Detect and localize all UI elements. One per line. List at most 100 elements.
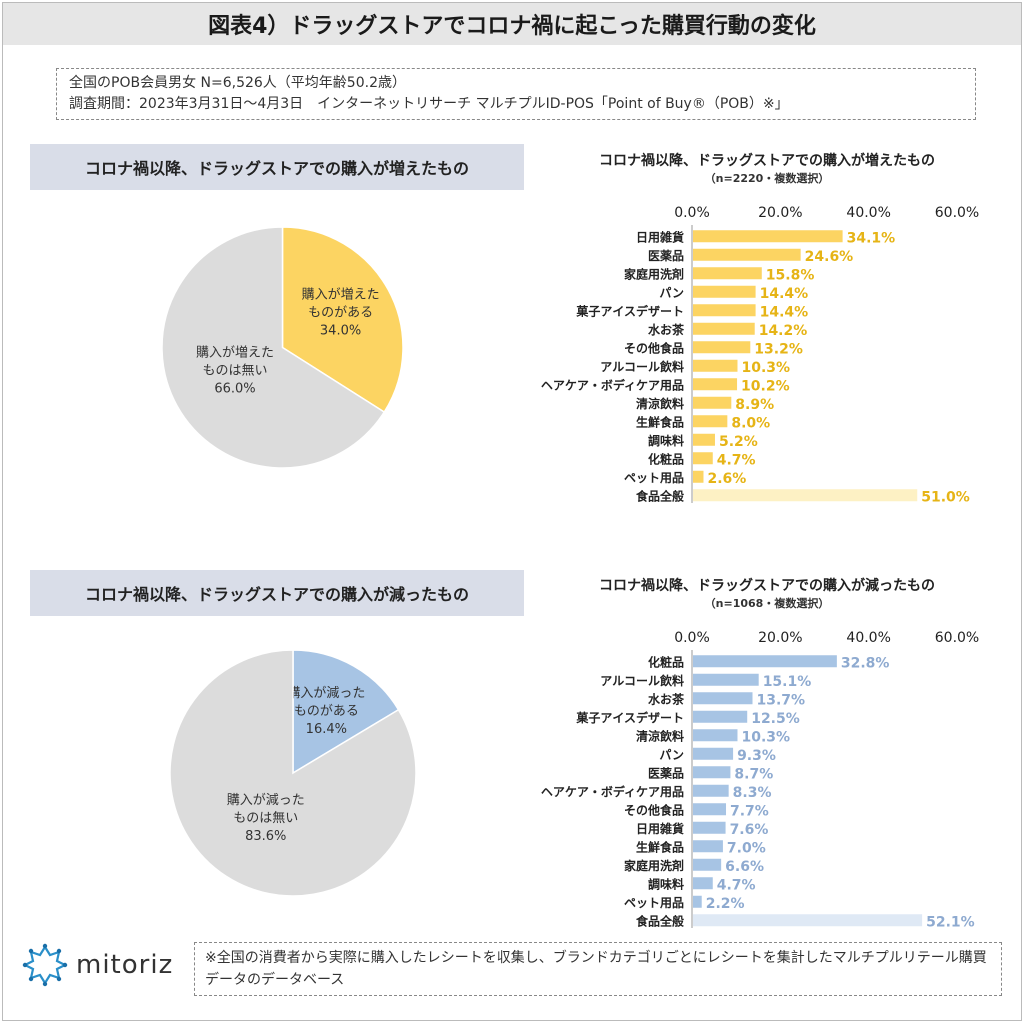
dec-category-label-10: 生鮮食品 — [636, 839, 684, 854]
inc-tick-label-0: 0.0% — [674, 205, 710, 221]
inc-bar-8 — [693, 378, 738, 391]
dec-value-label-14: 52.1% — [926, 914, 975, 930]
inc-pie-value-label-0: 34.0% — [320, 324, 361, 339]
dec-value-label-11: 6.6% — [725, 859, 764, 875]
dec-value-label-13: 2.2% — [706, 896, 745, 912]
inc-value-label-14: 51.0% — [921, 489, 970, 505]
inc-tick-label-1: 20.0% — [758, 205, 802, 221]
survey-info-box: 全国のPOB会員男女 N=6,526人（平均年齢50.2歳） 調査期間：2023… — [56, 68, 976, 120]
inc-category-label-10: 生鮮食品 — [636, 414, 684, 429]
inc-category-label-5: 水お茶 — [648, 322, 685, 337]
dec-bar-8 — [693, 803, 727, 816]
section-title-increased: コロナ禍以降、ドラッグストアでの購入が増えたもの — [30, 144, 524, 190]
inc-value-label-0: 34.1% — [847, 230, 896, 246]
dec-tick-label-0: 0.0% — [674, 630, 710, 646]
inc-category-label-2: 家庭用洗剤 — [624, 266, 684, 281]
inc-category-label-0: 日用雑貨 — [636, 229, 684, 244]
inc-bar-4 — [693, 304, 756, 317]
dec-category-label-14: 食品全般 — [635, 913, 684, 928]
inc-bar-5 — [693, 322, 755, 335]
dec-category-label-12: 調味料 — [648, 876, 684, 891]
section-title-decreased: コロナ禍以降、ドラッグストアでの購入が減ったもの — [30, 570, 524, 616]
dec-bar-1 — [693, 673, 759, 686]
dec-bar-9 — [693, 821, 726, 834]
inc-category-label-1: 医薬品 — [648, 248, 684, 263]
dec-pie-value-label-1: 83.6% — [245, 829, 286, 844]
bar-chart-increased: コロナ禍以降、ドラッグストアでの購入が増えたもの （n=2220・複数選択） 0.0… — [541, 152, 979, 505]
inc-bar-subtitle: （n=2220・複数選択） — [705, 171, 830, 185]
inc-value-label-3: 14.4% — [760, 286, 809, 302]
dec-category-label-3: 菓子アイスデザート — [575, 710, 684, 725]
dec-pie-label-line2-1: ものは無い — [233, 811, 298, 826]
inc-value-label-6: 13.2% — [754, 341, 803, 357]
inc-tick-label-2: 40.0% — [846, 205, 890, 221]
dec-pie-value-label-0: 16.4% — [306, 722, 347, 737]
dec-category-label-11: 家庭用洗剤 — [624, 858, 684, 873]
dec-value-label-4: 10.3% — [741, 729, 790, 745]
inc-bar-13 — [693, 470, 704, 483]
survey-info-line-1: 全国のPOB会員男女 N=6,526人（平均年齢50.2歳） — [69, 75, 406, 91]
inc-bar-11 — [693, 433, 715, 446]
inc-category-label-6: その他食品 — [624, 340, 684, 355]
dec-bar-7 — [693, 784, 729, 797]
dec-category-label-1: アルコール飲料 — [600, 673, 684, 688]
dec-category-label-8: その他食品 — [624, 802, 684, 817]
inc-bar-7 — [693, 359, 738, 372]
dec-bar-12 — [693, 877, 713, 890]
dec-category-label-4: 清涼飲料 — [636, 728, 684, 743]
bar-chart-decreased: コロナ禍以降、ドラッグストアでの購入が減ったもの （n=1068・複数選択） 0.0… — [541, 577, 979, 930]
inc-category-label-4: 菓子アイスデザート — [575, 303, 684, 318]
inc-bar-1 — [693, 248, 801, 261]
dec-bar-11 — [693, 858, 722, 871]
dec-category-label-0: 化粧品 — [648, 654, 684, 669]
inc-value-label-7: 10.3% — [741, 360, 790, 376]
inc-pie-label-line1-1: 購入が増えた — [196, 346, 274, 361]
inc-value-label-13: 2.6% — [707, 471, 746, 487]
dec-pie-label-line1-0: 購入が減った — [287, 685, 365, 701]
dec-bar-title: コロナ禍以降、ドラッグストアでの購入が減ったもの — [599, 577, 935, 594]
inc-bar-10 — [693, 415, 728, 428]
dec-tick-label-1: 20.0% — [758, 630, 802, 646]
inc-category-label-3: パン — [659, 286, 684, 300]
inc-pie-label-line2-1: ものは無い — [202, 364, 267, 379]
dec-pie-label-line2-0: ものがある — [294, 704, 359, 719]
inc-value-label-9: 8.9% — [735, 397, 774, 413]
dec-category-label-7: ヘアケア・ボディケア用品 — [541, 784, 684, 799]
dec-value-label-1: 15.1% — [763, 674, 812, 690]
dec-pie-label-line1-1: 購入が減った — [227, 792, 305, 808]
dec-category-label-2: 水お茶 — [648, 691, 685, 706]
inc-pie-label-line1-0: 購入が増えた — [302, 288, 380, 303]
dec-category-label-9: 日用雑貨 — [636, 821, 684, 836]
dec-bar-subtitle: （n=1068・複数選択） — [705, 596, 830, 610]
dec-bar-4 — [693, 729, 738, 742]
footer-note: ※全国の消費者から実際に購入したレシートを収集し、ブランドカテゴリごとにレシート… — [194, 942, 1002, 996]
inc-category-label-9: 清涼飲料 — [636, 396, 684, 411]
mitoriz-logo: mitoriz — [22, 940, 182, 990]
inc-category-label-14: 食品全般 — [635, 488, 684, 503]
page-title: 図表4）ドラッグストアでコロナ禍に起こった購買行動の変化 — [3, 3, 1021, 45]
inc-bar-6 — [693, 341, 751, 354]
inc-value-label-12: 4.7% — [717, 452, 756, 468]
inc-pie-value-label-1: 66.0% — [214, 382, 255, 397]
inc-value-label-11: 5.2% — [719, 434, 758, 450]
inc-category-label-13: ペット用品 — [624, 471, 684, 485]
inc-value-label-5: 14.2% — [759, 323, 808, 339]
inc-category-label-11: 調味料 — [648, 433, 684, 448]
dec-value-label-3: 12.5% — [751, 711, 800, 727]
inc-value-label-4: 14.4% — [760, 304, 809, 320]
dec-value-label-0: 32.8% — [841, 655, 890, 671]
inc-pie-slice-no — [161, 226, 386, 469]
dec-bar-13 — [693, 895, 702, 908]
inc-bar-14 — [693, 489, 918, 502]
inc-bar-12 — [693, 452, 713, 465]
dec-bar-0 — [693, 655, 837, 668]
dec-bar-2 — [693, 692, 753, 705]
inc-category-label-7: アルコール飲料 — [600, 359, 684, 374]
inc-value-label-8: 10.2% — [741, 378, 790, 394]
dec-bar-5 — [693, 747, 734, 760]
inc-bar-title: コロナ禍以降、ドラッグストアでの購入が増えたもの — [599, 152, 935, 169]
inc-category-label-8: ヘアケア・ボディケア用品 — [541, 377, 684, 392]
